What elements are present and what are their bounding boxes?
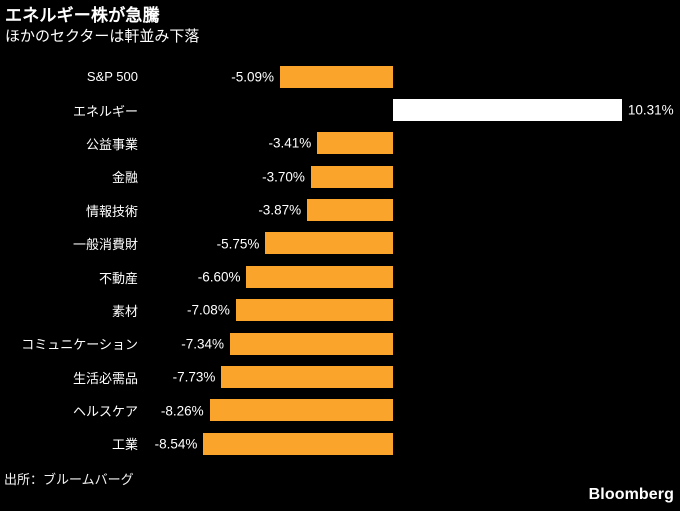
- bar-track: -5.75%: [138, 227, 680, 260]
- category-label: 素材: [111, 303, 138, 319]
- chart-row: 不動産 -6.60%: [0, 260, 680, 293]
- value-label: 10.31%: [627, 102, 674, 118]
- value-label: -8.26%: [160, 403, 204, 419]
- bar-track: 10.31%: [138, 93, 680, 126]
- category-label: ヘルスケア: [72, 404, 138, 420]
- chart-title: エネルギー株が急騰: [5, 6, 160, 25]
- bar: [317, 132, 393, 155]
- chart-row: コミュニケーション -7.34%: [0, 327, 680, 360]
- value-label: -3.70%: [262, 169, 305, 185]
- value-label: -5.75%: [216, 236, 260, 252]
- source-note: 出所：ブルームバーグ: [4, 472, 134, 487]
- bar: [246, 265, 393, 288]
- value-label: -3.41%: [268, 135, 312, 151]
- chart-row: 工業 -8.54%: [0, 427, 680, 460]
- chart-row: ヘルスケア -8.26%: [0, 394, 680, 427]
- category-label: 公益事業: [85, 136, 138, 152]
- chart-row: 素材 -7.08%: [0, 294, 680, 327]
- bar-chart: S&P 500 -5.09% エネルギー 10.31% 公益事業 -3.41% …: [0, 60, 680, 461]
- bar: [265, 232, 393, 255]
- bar-track: -3.41%: [138, 127, 680, 160]
- category-label: 情報技術: [85, 203, 138, 219]
- bar-track: -8.54%: [138, 427, 680, 460]
- category-label: 一般消費財: [72, 237, 138, 253]
- category-label: 工業: [111, 437, 138, 453]
- value-label: -3.87%: [258, 202, 302, 218]
- category-label: 金融: [111, 170, 138, 186]
- bar-track: -6.60%: [138, 260, 680, 293]
- chart-row: 金融 -3.70%: [0, 160, 680, 193]
- bloomberg-logo: Bloomberg: [588, 486, 674, 503]
- bar: [209, 399, 393, 422]
- bar: [393, 98, 622, 121]
- value-label: -5.09%: [231, 69, 275, 85]
- chart-row: 一般消費財 -5.75%: [0, 227, 680, 260]
- bar-track: -8.26%: [138, 394, 680, 427]
- bar: [235, 299, 393, 322]
- bar: [307, 199, 393, 222]
- bar-track: -7.08%: [138, 294, 680, 327]
- bar: [230, 332, 393, 355]
- bar-track: -7.34%: [138, 327, 680, 360]
- chart-row: 情報技術 -3.87%: [0, 194, 680, 227]
- bar-track: -3.87%: [138, 194, 680, 227]
- value-label: -6.60%: [197, 269, 241, 285]
- chart-row: S&P 500 -5.09%: [0, 60, 680, 93]
- bar: [310, 165, 393, 188]
- category-label: 不動産: [98, 270, 138, 286]
- bar: [203, 432, 393, 455]
- bar: [280, 65, 393, 88]
- chart-header: エネルギー株が急騰 ほかのセクターは軒並み下落: [5, 5, 675, 47]
- bar-track: -3.70%: [138, 160, 680, 193]
- bar-track: -5.09%: [138, 60, 680, 93]
- category-label: エネルギー: [72, 103, 138, 119]
- chart-row: 公益事業 -3.41%: [0, 127, 680, 160]
- category-label: S&P 500: [86, 69, 138, 85]
- value-label: -7.08%: [187, 302, 230, 318]
- chart-row: 生活必需品 -7.73%: [0, 361, 680, 394]
- chart-subtitle: ほかのセクターは軒並み下落: [5, 28, 200, 45]
- bar-track: -7.73%: [138, 361, 680, 394]
- chart-row: エネルギー 10.31%: [0, 93, 680, 126]
- value-label: -7.73%: [172, 369, 216, 385]
- category-label: コミュニケーション: [21, 337, 138, 353]
- bar: [221, 366, 393, 389]
- value-label: -8.54%: [154, 436, 198, 452]
- value-label: -7.34%: [181, 336, 225, 352]
- category-label: 生活必需品: [72, 370, 138, 386]
